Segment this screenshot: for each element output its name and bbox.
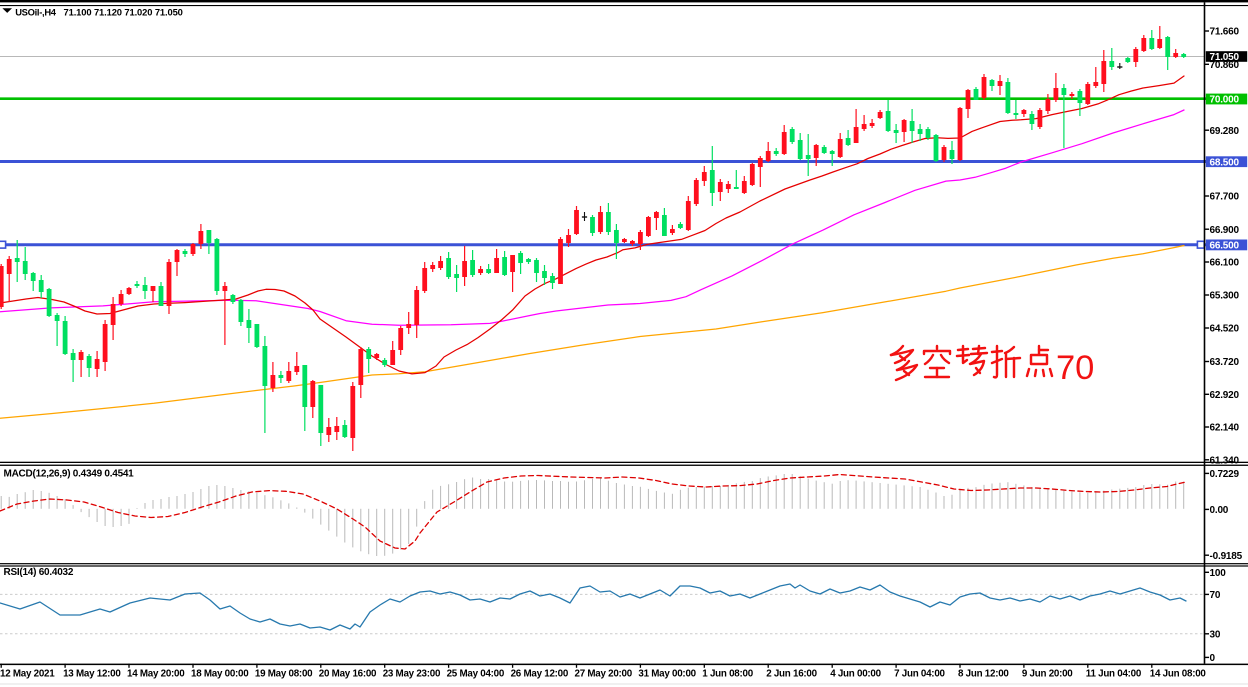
- svg-text:26 May 12:00: 26 May 12:00: [511, 668, 569, 679]
- svg-text:MACD(12,26,9) 0.4349 0.4541: MACD(12,26,9) 0.4349 0.4541: [4, 469, 135, 480]
- svg-text:66.500: 66.500: [1210, 241, 1240, 252]
- svg-text:1 Jun 08:00: 1 Jun 08:00: [702, 668, 753, 679]
- svg-text:66.900: 66.900: [1210, 225, 1240, 236]
- svg-text:RSI(14) 60.4032: RSI(14) 60.4032: [4, 567, 74, 578]
- svg-text:9 Jun 20:00: 9 Jun 20:00: [1022, 668, 1073, 679]
- svg-text:20 May 16:00: 20 May 16:00: [319, 668, 377, 679]
- svg-text:68.500: 68.500: [1210, 157, 1240, 168]
- svg-text:12 May 2021: 12 May 2021: [0, 668, 55, 679]
- svg-text:31 May 00:00: 31 May 00:00: [638, 668, 696, 679]
- svg-text:7 Jun 04:00: 7 Jun 04:00: [894, 668, 945, 679]
- svg-text:62.140: 62.140: [1210, 423, 1240, 434]
- svg-text:100: 100: [1210, 568, 1227, 579]
- svg-text:70.000: 70.000: [1210, 95, 1240, 106]
- svg-text:14 Jun 08:00: 14 Jun 08:00: [1150, 668, 1207, 679]
- svg-text:0.7229: 0.7229: [1210, 469, 1240, 480]
- svg-text:71.100 71.120 71.020 71.050: 71.100 71.120 71.020 71.050: [64, 6, 183, 17]
- svg-text:63.720: 63.720: [1210, 357, 1240, 368]
- svg-text:70: 70: [1210, 590, 1221, 601]
- svg-text:64.520: 64.520: [1210, 324, 1240, 335]
- svg-text:70: 70: [1056, 349, 1094, 387]
- svg-text:71.050: 71.050: [1210, 52, 1240, 63]
- svg-text:USOil-,H4: USOil-,H4: [15, 6, 57, 17]
- svg-text:62.920: 62.920: [1210, 390, 1240, 401]
- svg-text:4 Jun 00:00: 4 Jun 00:00: [830, 668, 881, 679]
- svg-text:66.100: 66.100: [1210, 258, 1240, 269]
- svg-text:19 May 08:00: 19 May 08:00: [255, 668, 313, 679]
- svg-text:23 May 23:00: 23 May 23:00: [383, 668, 441, 679]
- svg-text:67.700: 67.700: [1210, 192, 1240, 203]
- svg-text:8 Jun 12:00: 8 Jun 12:00: [958, 668, 1009, 679]
- svg-text:0: 0: [1210, 653, 1216, 664]
- svg-text:71.660: 71.660: [1210, 27, 1240, 38]
- svg-text:0.00: 0.00: [1210, 505, 1229, 516]
- svg-text:11 Jun 04:00: 11 Jun 04:00: [1086, 668, 1142, 679]
- svg-text:13 May 12:00: 13 May 12:00: [63, 668, 121, 679]
- svg-text:25 May 04:00: 25 May 04:00: [447, 668, 505, 679]
- svg-text:30: 30: [1210, 629, 1221, 640]
- svg-text:61.340: 61.340: [1210, 455, 1240, 466]
- svg-text:65.300: 65.300: [1210, 291, 1240, 302]
- svg-text:-0.9185: -0.9185: [1210, 551, 1243, 562]
- svg-text:69.280: 69.280: [1210, 126, 1240, 137]
- svg-text:14 May 20:00: 14 May 20:00: [127, 668, 185, 679]
- svg-text:18 May 00:00: 18 May 00:00: [191, 668, 249, 679]
- svg-text:70.860: 70.860: [1210, 60, 1240, 71]
- svg-text:2 Jun 16:00: 2 Jun 16:00: [766, 668, 817, 679]
- svg-text:27 May 20:00: 27 May 20:00: [575, 668, 633, 679]
